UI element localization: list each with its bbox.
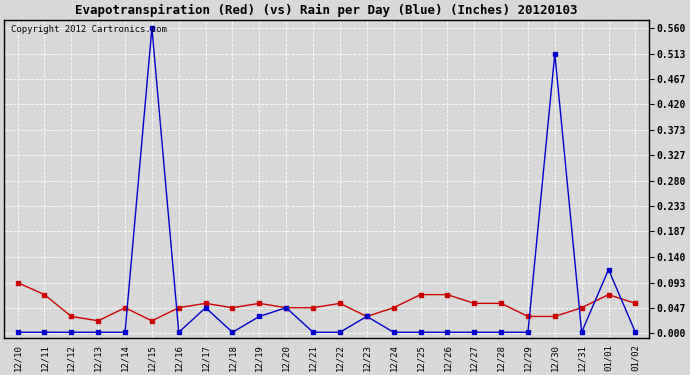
Text: Copyright 2012 Cartronics.com: Copyright 2012 Cartronics.com — [10, 25, 166, 34]
Title: Evapotranspiration (Red) (vs) Rain per Day (Blue) (Inches) 20120103: Evapotranspiration (Red) (vs) Rain per D… — [75, 4, 578, 17]
